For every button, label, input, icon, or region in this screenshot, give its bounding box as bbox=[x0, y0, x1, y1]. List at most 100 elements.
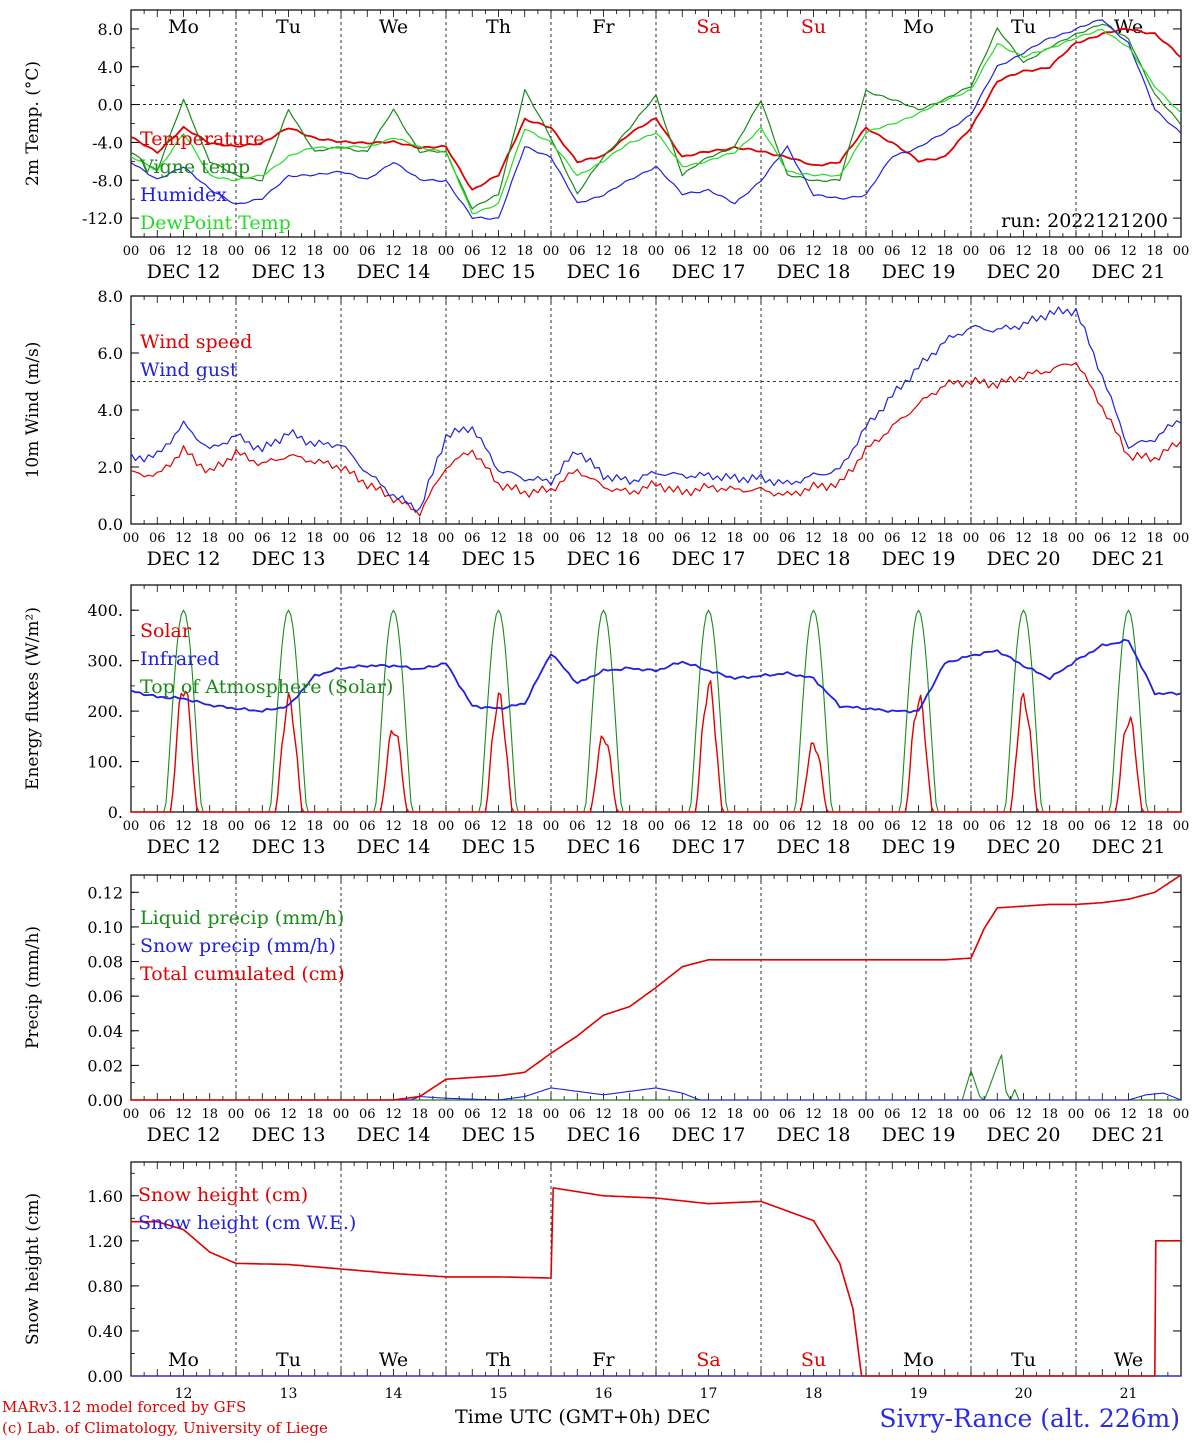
hour-tick-label: 06 bbox=[884, 244, 901, 259]
hour-tick-label: 06 bbox=[989, 1107, 1006, 1122]
y-tick-label: 4.0 bbox=[98, 401, 123, 420]
y-tick-label: 0.04 bbox=[87, 1022, 123, 1041]
day-number-label: 12 bbox=[175, 1386, 193, 1402]
y-tick-label: -12.0 bbox=[82, 209, 123, 228]
hour-tick-label: 12 bbox=[1015, 531, 1032, 546]
hour-tick-label: 00 bbox=[438, 244, 455, 259]
date-label: DEC 16 bbox=[567, 261, 641, 283]
hour-tick-label: 18 bbox=[831, 1107, 848, 1122]
hour-tick-label: 18 bbox=[516, 819, 533, 834]
weekday-label: Tu bbox=[276, 16, 301, 38]
hour-tick-label: 06 bbox=[884, 1107, 901, 1122]
legend-entry: Vigne temp bbox=[139, 156, 250, 178]
date-label: DEC 20 bbox=[987, 261, 1061, 283]
hour-tick-label: 18 bbox=[1146, 531, 1163, 546]
hour-tick-label: 12 bbox=[805, 244, 822, 259]
hour-tick-label: 12 bbox=[175, 819, 192, 834]
hour-tick-label: 06 bbox=[884, 531, 901, 546]
hour-tick-label: 00 bbox=[123, 819, 140, 834]
hour-tick-label: 18 bbox=[726, 1107, 743, 1122]
date-label: DEC 13 bbox=[252, 261, 326, 283]
date-label: DEC 18 bbox=[777, 836, 851, 858]
series-line-solar bbox=[131, 680, 1181, 813]
date-label: DEC 16 bbox=[567, 836, 641, 858]
hour-tick-label: 18 bbox=[1146, 819, 1163, 834]
hour-tick-label: 06 bbox=[674, 531, 691, 546]
hour-tick-label: 06 bbox=[254, 531, 271, 546]
hour-tick-label: 00 bbox=[123, 1107, 140, 1122]
date-label: DEC 15 bbox=[462, 548, 536, 570]
y-tick-label: 0.10 bbox=[87, 918, 123, 937]
hour-tick-label: 06 bbox=[989, 819, 1006, 834]
legend-entry: Humidex bbox=[140, 184, 227, 206]
hour-tick-label: 12 bbox=[700, 1107, 717, 1122]
hour-tick-label: 12 bbox=[595, 531, 612, 546]
y-tick-label: 0.0 bbox=[98, 96, 123, 115]
legend-entry: Snow height (cm W.E.) bbox=[138, 1212, 356, 1234]
hour-tick-label: 12 bbox=[1120, 531, 1137, 546]
series-line-dewpoint-temp bbox=[130, 28, 1182, 215]
date-label: DEC 16 bbox=[567, 1124, 641, 1146]
hour-tick-label: 12 bbox=[490, 244, 507, 259]
hour-tick-label: 06 bbox=[464, 1107, 481, 1122]
hour-tick-label: 06 bbox=[359, 1107, 376, 1122]
day-number-label: 18 bbox=[805, 1386, 823, 1402]
day-number-label: 20 bbox=[1015, 1386, 1033, 1402]
hour-tick-label: 00 bbox=[1173, 531, 1190, 546]
y-tick-label: 1.60 bbox=[87, 1187, 123, 1206]
date-label: DEC 17 bbox=[672, 1124, 746, 1146]
hour-tick-label: 00 bbox=[543, 1107, 560, 1122]
y-tick-label: 200. bbox=[87, 702, 123, 721]
hour-tick-label: 12 bbox=[490, 531, 507, 546]
date-label: DEC 17 bbox=[672, 836, 746, 858]
date-label: DEC 20 bbox=[987, 836, 1061, 858]
hour-tick-label: 12 bbox=[700, 531, 717, 546]
weekday-label: Tu bbox=[1011, 16, 1036, 38]
hour-tick-label: 12 bbox=[700, 244, 717, 259]
y-tick-label: 1.20 bbox=[87, 1232, 123, 1251]
series-line-temperature bbox=[130, 27, 1182, 191]
hour-tick-label: 06 bbox=[1094, 1107, 1111, 1122]
hour-tick-label: 18 bbox=[936, 531, 953, 546]
hour-tick-label: 12 bbox=[1015, 244, 1032, 259]
y-tick-label: 0.12 bbox=[87, 883, 123, 902]
hour-tick-label: 00 bbox=[543, 531, 560, 546]
hour-tick-label: 06 bbox=[1094, 244, 1111, 259]
hour-tick-label: 06 bbox=[149, 244, 166, 259]
hour-tick-label: 18 bbox=[831, 531, 848, 546]
hour-tick-label: 00 bbox=[648, 531, 665, 546]
date-label: DEC 19 bbox=[882, 548, 956, 570]
weekday-label: Sa bbox=[696, 1349, 720, 1371]
hour-tick-label: 06 bbox=[674, 1107, 691, 1122]
date-label: DEC 16 bbox=[567, 548, 641, 570]
weekday-label: Sa bbox=[696, 16, 720, 38]
hour-tick-label: 06 bbox=[254, 1107, 271, 1122]
y-tick-label: 0.40 bbox=[87, 1322, 123, 1341]
hour-tick-label: 06 bbox=[674, 819, 691, 834]
weekday-label: Fr bbox=[592, 1349, 615, 1371]
hour-tick-label: 06 bbox=[1094, 819, 1111, 834]
hour-tick-label: 00 bbox=[648, 819, 665, 834]
y-axis-label: 10m Wind (m/s) bbox=[23, 342, 43, 479]
date-label: DEC 17 bbox=[672, 548, 746, 570]
y-tick-label: 400. bbox=[87, 601, 123, 620]
y-tick-label: 300. bbox=[87, 652, 123, 671]
legend-entry: Snow height (cm) bbox=[138, 1184, 308, 1206]
weekday-label: Mo bbox=[168, 16, 199, 38]
hour-tick-label: 06 bbox=[359, 244, 376, 259]
legend-entry: Top of Atmosphere (Solar) bbox=[140, 676, 393, 698]
hour-tick-label: 18 bbox=[516, 244, 533, 259]
hour-tick-label: 18 bbox=[306, 819, 323, 834]
hour-tick-label: 12 bbox=[175, 531, 192, 546]
hour-tick-label: 00 bbox=[753, 531, 770, 546]
hour-tick-label: 18 bbox=[411, 531, 428, 546]
weekday-label: Mo bbox=[903, 1349, 934, 1371]
date-label: DEC 19 bbox=[882, 1124, 956, 1146]
panel-1: 8.0 4.0 0.0 -4.0 -8.0 -12.0 2m Temp. (°C) 00 06 1… bbox=[23, 9, 1189, 283]
hour-tick-label: 06 bbox=[989, 244, 1006, 259]
hour-tick-label: 18 bbox=[411, 244, 428, 259]
hour-tick-label: 06 bbox=[779, 244, 796, 259]
series-line-wind-speed bbox=[130, 362, 1182, 517]
hour-tick-label: 18 bbox=[831, 819, 848, 834]
